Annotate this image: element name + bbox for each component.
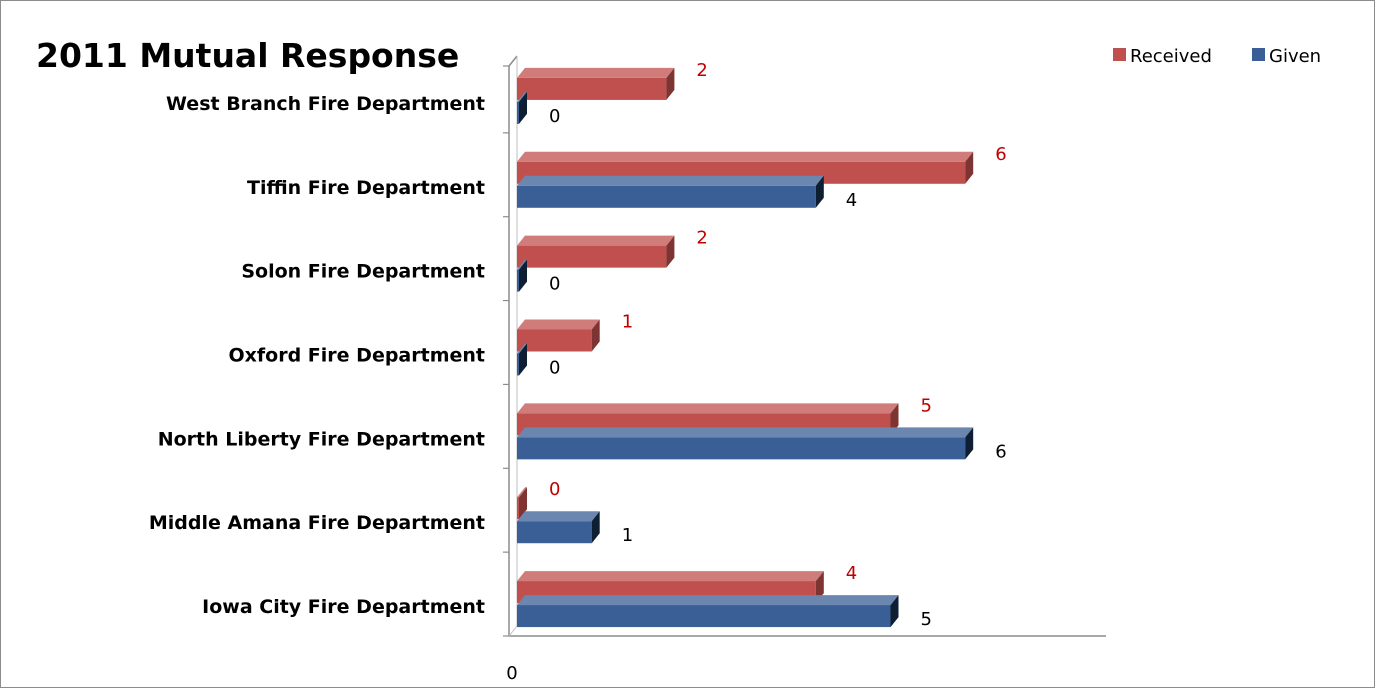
received-bar	[517, 235, 675, 268]
received-bar-side	[666, 67, 675, 100]
given-data-label: 0	[549, 274, 560, 295]
received-data-label: 6	[995, 144, 1006, 165]
y-axis-top-edge	[508, 55, 518, 67]
floor-edge	[508, 625, 518, 637]
received-bar-side	[666, 235, 675, 268]
chart-title: 2011 Mutual Response	[36, 36, 459, 75]
given-data-label: 0	[549, 106, 560, 127]
received-bar-front	[517, 497, 519, 520]
legend: Received Given	[1113, 46, 1321, 67]
given-data-label: 1	[622, 525, 633, 546]
received-bar-top	[517, 319, 600, 330]
received-bar-front	[517, 77, 667, 100]
given-bar	[517, 511, 600, 544]
given-bar-front	[517, 101, 519, 124]
given-bar	[517, 427, 974, 460]
category-label: West Branch Fire Department	[166, 93, 485, 115]
received-data-label: 5	[921, 395, 932, 416]
received-bar-top	[517, 235, 675, 246]
received-bar-side	[965, 151, 974, 184]
given-bar-top	[517, 427, 974, 438]
given-bar-front	[517, 605, 891, 628]
given-bar-front	[517, 437, 966, 460]
given-bar	[517, 175, 824, 208]
given-bar-side	[890, 595, 899, 628]
given-data-label: 0	[549, 358, 560, 379]
received-bar-top	[517, 403, 899, 414]
bars	[517, 67, 974, 628]
legend-swatch	[1113, 48, 1126, 61]
category-label: Iowa City Fire Department	[202, 596, 485, 618]
received-data-label: 2	[696, 228, 707, 249]
received-data-label: 4	[846, 563, 857, 584]
given-bar-front	[517, 269, 519, 292]
received-bar-top	[517, 67, 675, 78]
given-bar-top	[517, 175, 824, 186]
given-bar	[517, 343, 527, 376]
received-data-label: 2	[696, 60, 707, 81]
data-labels: 2 0 6 4 2 0 1 0 5 6 0 1 4 5	[549, 60, 1007, 630]
given-bar-top	[517, 259, 527, 270]
category-label: Oxford Fire Department	[229, 345, 486, 367]
given-bar-side	[519, 343, 527, 376]
given-bar	[517, 595, 899, 628]
received-bar-top	[517, 487, 527, 498]
given-bar-top	[517, 91, 527, 102]
received-bar-top	[517, 151, 974, 162]
received-bar-top	[517, 571, 824, 582]
legend-label: Given	[1269, 46, 1321, 67]
legend-swatch	[1252, 48, 1265, 61]
category-label: Solon Fire Department	[241, 261, 485, 283]
received-bar	[517, 319, 600, 352]
received-bar-front	[517, 245, 667, 268]
x-tick-label: 0	[506, 663, 517, 684]
received-bar	[517, 67, 675, 100]
received-bar-side	[591, 319, 600, 352]
category-label: North Liberty Fire Department	[158, 428, 485, 450]
given-bar-side	[519, 259, 527, 292]
legend-item: Given	[1252, 46, 1321, 67]
given-bar-front	[517, 185, 816, 208]
given-bar-top	[517, 343, 527, 354]
given-bar	[517, 259, 527, 292]
given-bar-top	[517, 595, 899, 606]
given-bar-top	[517, 511, 600, 522]
received-data-label: 0	[549, 479, 560, 500]
category-labels: West Branch Fire Department Tiffin Fire D…	[149, 93, 485, 618]
legend-label: Received	[1130, 46, 1212, 67]
legend-item: Received	[1113, 46, 1212, 67]
given-bar-front	[517, 353, 519, 376]
category-label: Middle Amana Fire Department	[149, 512, 485, 534]
given-data-label: 4	[846, 190, 857, 211]
given-bar-side	[519, 91, 527, 124]
given-bar-side	[591, 511, 600, 544]
category-label: Tiffin Fire Department	[247, 177, 485, 199]
given-bar-side	[965, 427, 974, 460]
given-data-label: 5	[921, 609, 932, 630]
received-data-label: 1	[622, 312, 633, 333]
given-bar-side	[815, 175, 824, 208]
given-data-label: 6	[995, 441, 1006, 462]
given-bar-front	[517, 521, 592, 544]
received-bar-front	[517, 329, 592, 352]
given-bar	[517, 91, 527, 124]
